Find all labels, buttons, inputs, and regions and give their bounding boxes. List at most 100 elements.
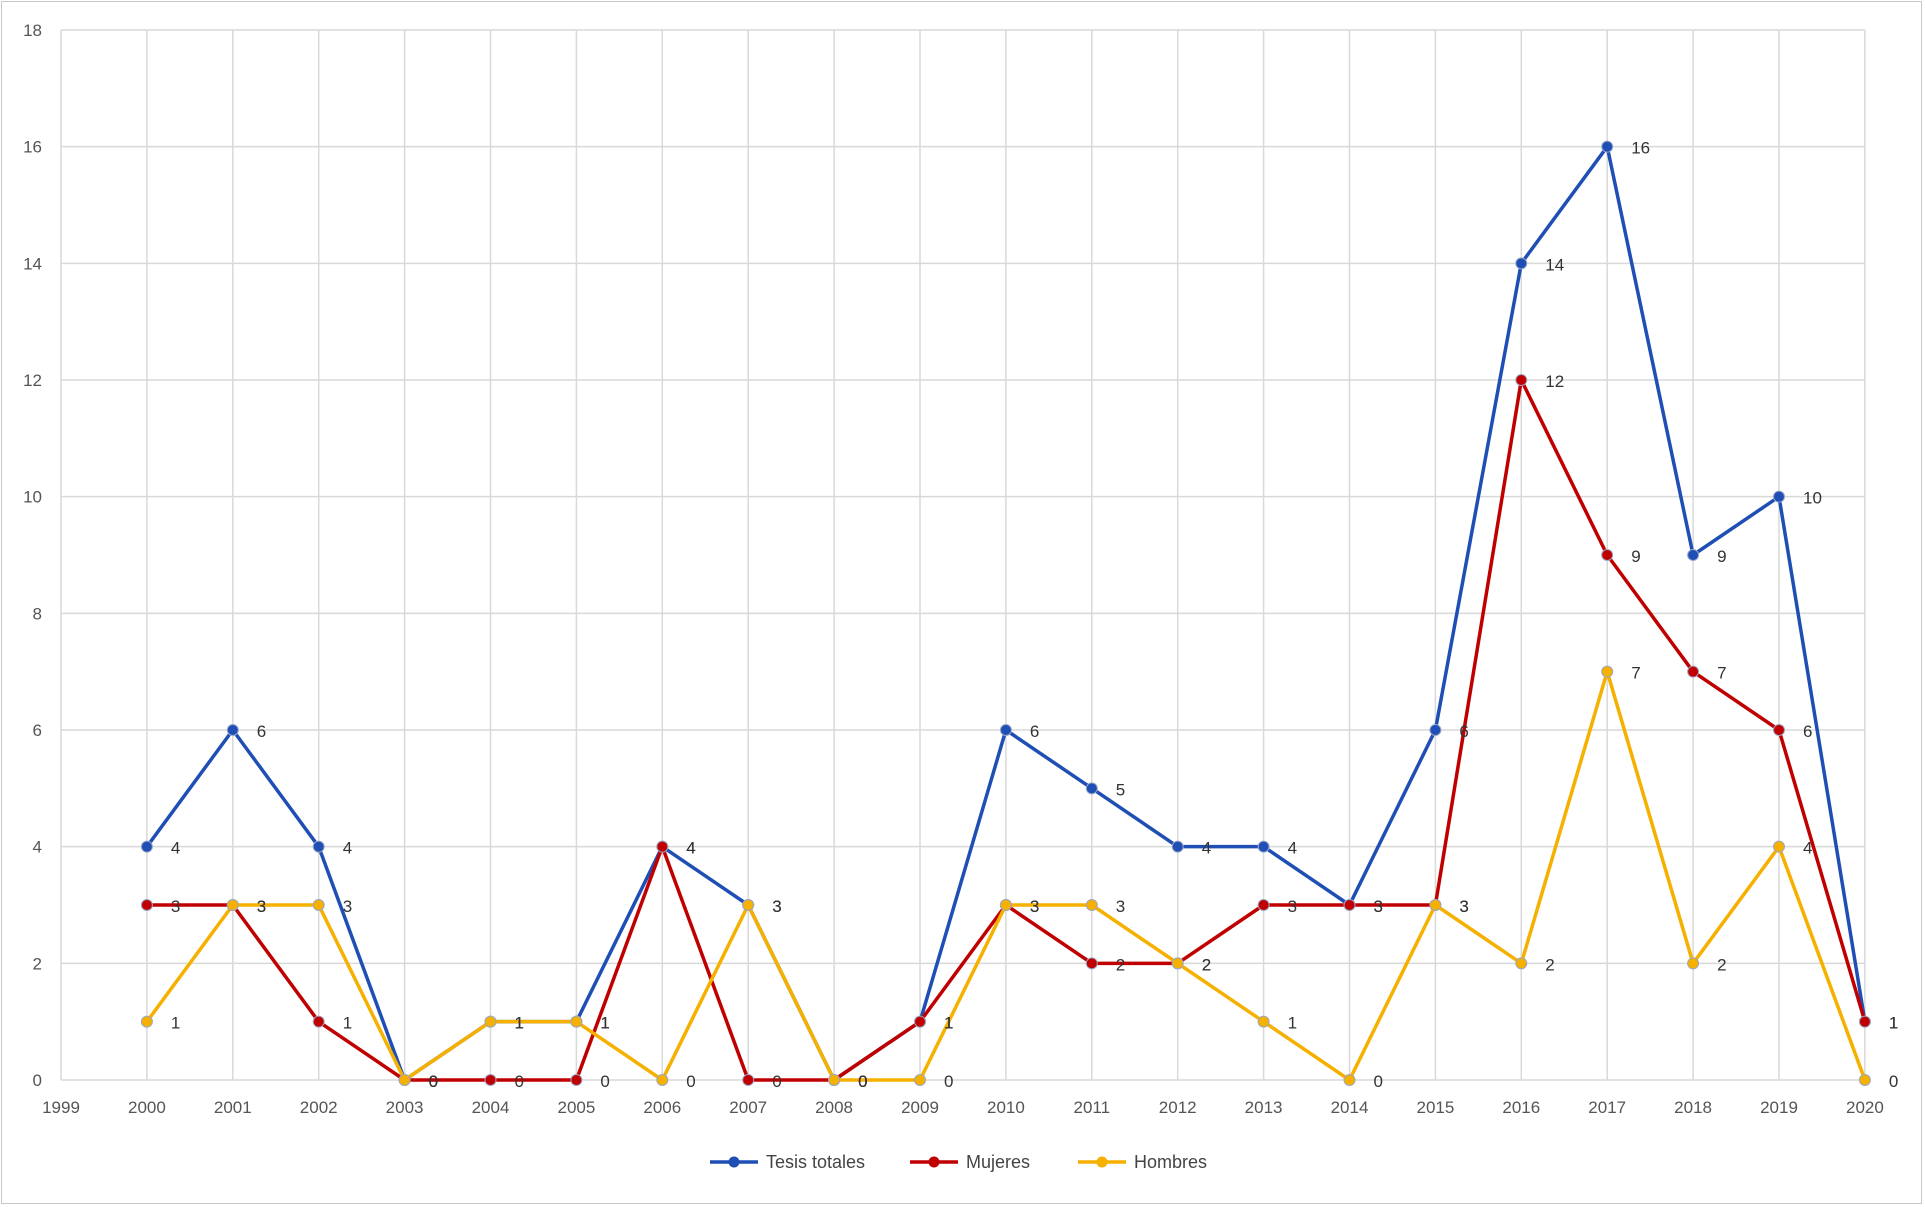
data-label: 5 [1116, 780, 1125, 799]
x-tick-label: 1999 [42, 1098, 80, 1117]
data-label: 0 [1889, 1072, 1898, 1091]
data-point [484, 1074, 497, 1086]
x-tick-label: 2012 [1159, 1098, 1197, 1117]
data-label: 3 [772, 897, 781, 916]
legend-swatch-marker [728, 1156, 740, 1168]
data-label: 6 [1030, 722, 1039, 741]
data-label: 3 [1459, 897, 1468, 916]
data-point [914, 1015, 926, 1028]
data-label: 4 [686, 839, 695, 858]
data-point [1257, 899, 1270, 911]
legend-label: Tesis totales [766, 1152, 865, 1172]
data-point [484, 1015, 497, 1028]
y-axis-tick-labels: 0 2 4 6 8 10 12 14 16 18 [23, 21, 42, 1090]
data-label: 14 [1545, 255, 1564, 274]
data-label: 3 [1374, 897, 1383, 916]
data-label: 3 [1374, 897, 1383, 916]
x-tick-label: 2001 [214, 1098, 252, 1117]
data-label: 2 [1202, 955, 1211, 974]
data-label: 2 [1717, 955, 1726, 974]
data-label: 0 [429, 1072, 438, 1091]
x-tick-label: 2013 [1245, 1098, 1283, 1117]
x-tick-label: 2020 [1846, 1098, 1884, 1117]
x-tick-label: 2005 [557, 1098, 595, 1117]
data-point [1687, 665, 1700, 678]
data-label: 0 [429, 1072, 438, 1091]
data-point [398, 1074, 411, 1086]
legend-label: Hombres [1134, 1152, 1207, 1172]
legend-swatch-marker [928, 1156, 940, 1168]
data-label: 3 [1030, 897, 1039, 916]
data-point [312, 1015, 325, 1028]
data-point [1257, 840, 1270, 853]
data-point [1515, 257, 1528, 270]
data-label: 7 [1631, 664, 1640, 683]
data-point [1429, 724, 1442, 736]
y-tick-label: 2 [33, 954, 42, 973]
data-point [312, 840, 325, 853]
x-tick-label: 2010 [987, 1098, 1025, 1117]
data-point [1687, 549, 1700, 561]
data-label: 12 [1545, 372, 1564, 391]
data-label: 0 [429, 1072, 438, 1091]
data-point [1601, 140, 1614, 153]
data-label: 3 [257, 897, 266, 916]
data-point [656, 840, 669, 853]
data-point [1343, 899, 1356, 911]
data-point [999, 724, 1012, 736]
data-label: 2 [1116, 955, 1125, 974]
data-label: 3 [1116, 897, 1125, 916]
data-point [828, 1074, 841, 1086]
data-label: 1 [515, 1014, 524, 1033]
y-tick-label: 16 [23, 138, 42, 157]
x-axis-tick-labels: 1999 2000 2001 2002 2003 2004 2005 2006 2007 2008… [42, 1098, 1884, 1117]
data-label: 1 [515, 1014, 524, 1033]
data-label: 0 [858, 1072, 867, 1091]
x-tick-label: 2015 [1416, 1098, 1454, 1117]
data-label: 2 [1545, 955, 1554, 974]
data-point [1343, 1074, 1356, 1086]
data-label: 1 [171, 1014, 180, 1033]
data-point [1085, 957, 1098, 970]
series-hombres [140, 665, 1871, 1086]
data-point [1601, 549, 1614, 561]
data-label: 1 [1288, 1014, 1297, 1033]
data-label: 9 [1717, 547, 1726, 566]
data-label: 3 [257, 897, 266, 916]
data-label: 1 [600, 1014, 609, 1033]
data-label: 4 [171, 839, 180, 858]
x-tick-label: 2002 [300, 1098, 338, 1117]
data-label: 1 [1889, 1014, 1898, 1033]
data-label: 6 [1803, 722, 1812, 741]
data-label: 0 [1374, 1072, 1383, 1091]
y-tick-label: 12 [23, 371, 42, 390]
data-point [1085, 899, 1098, 911]
data-point [1858, 1074, 1871, 1086]
data-label: 1 [343, 1014, 352, 1033]
data-point [1687, 957, 1700, 970]
legend-item: Hombres [1078, 1152, 1207, 1172]
data-label: 0 [772, 1072, 781, 1091]
data-label: 4 [1288, 839, 1297, 858]
data-point [742, 1074, 755, 1086]
data-label: 0 [686, 1072, 695, 1091]
data-point [226, 899, 239, 911]
data-label: 3 [1030, 897, 1039, 916]
data-label: 7 [1717, 664, 1726, 683]
data-label: 1 [944, 1014, 953, 1033]
x-tick-label: 2011 [1074, 1098, 1111, 1117]
data-point [656, 1074, 669, 1086]
data-label: 1 [1889, 1014, 1898, 1033]
legend-label: Mujeres [966, 1152, 1030, 1172]
data-label: 0 [944, 1072, 953, 1091]
data-point [1085, 782, 1098, 795]
data-point [1601, 665, 1614, 678]
data-label: 0 [858, 1072, 867, 1091]
legend-item: Tesis totales [710, 1152, 865, 1172]
x-tick-label: 2008 [815, 1098, 853, 1117]
data-label: 6 [1459, 722, 1468, 741]
data-point [1773, 840, 1785, 853]
y-tick-label: 0 [33, 1071, 42, 1090]
